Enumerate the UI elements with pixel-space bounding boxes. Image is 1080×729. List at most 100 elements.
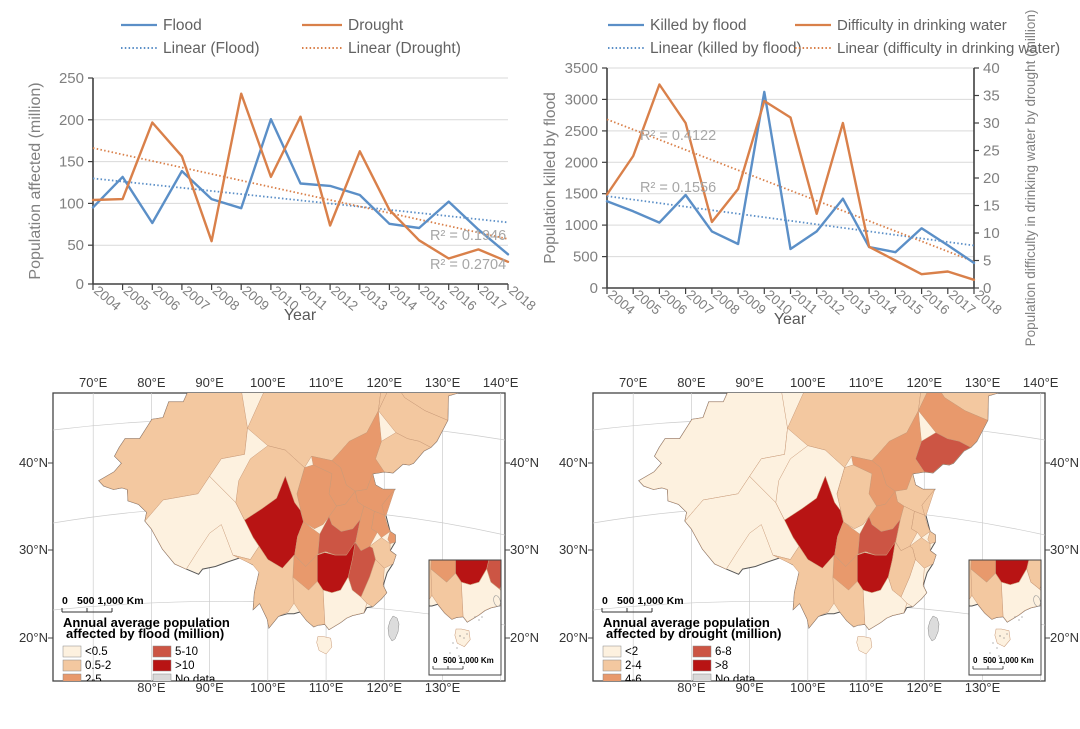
svg-text:250: 250: [59, 70, 84, 87]
svg-text:2004: 2004: [91, 283, 124, 314]
svg-text:30: 30: [983, 115, 1000, 132]
svg-text:130°E: 130°E: [965, 375, 1001, 390]
svg-text:20°N: 20°N: [19, 630, 48, 645]
svg-text:40°N: 40°N: [19, 455, 48, 470]
svg-text:100: 100: [59, 195, 84, 212]
svg-text:<2: <2: [625, 646, 638, 658]
svg-text:35: 35: [983, 88, 1000, 105]
svg-text:500: 500: [573, 249, 598, 266]
svg-text:Flood: Flood: [163, 17, 202, 34]
svg-text:<0.5: <0.5: [85, 646, 108, 658]
svg-text:5: 5: [983, 253, 991, 270]
svg-text:Linear (Flood): Linear (Flood): [163, 40, 260, 57]
svg-text:50: 50: [67, 237, 84, 254]
svg-text:1500: 1500: [565, 186, 598, 203]
svg-text:110°E: 110°E: [849, 680, 884, 695]
svg-text:0: 0: [433, 656, 438, 665]
svg-text:80°E: 80°E: [677, 680, 706, 695]
svg-text:Year: Year: [284, 307, 317, 324]
svg-text:Drought: Drought: [348, 17, 404, 34]
svg-text:2000: 2000: [565, 154, 598, 171]
svg-text:120°E: 120°E: [367, 375, 403, 390]
svg-text:R² = 0.1946: R² = 0.1946: [430, 228, 506, 244]
svg-text:80°E: 80°E: [137, 680, 166, 695]
svg-text:20: 20: [983, 170, 1000, 187]
svg-text:2012: 2012: [328, 283, 361, 314]
svg-text:100°E: 100°E: [790, 375, 826, 390]
svg-text:500 1,000 Km: 500 1,000 Km: [443, 656, 494, 665]
svg-text:affected by drought (million): affected by drought (million): [606, 626, 782, 641]
svg-text:140°E: 140°E: [1023, 375, 1059, 390]
svg-text:affected by flood (million): affected by flood (million): [66, 626, 224, 641]
svg-text:90°E: 90°E: [195, 680, 224, 695]
svg-text:130°E: 130°E: [425, 680, 461, 695]
svg-text:110°E: 110°E: [849, 375, 884, 390]
svg-text:80°E: 80°E: [677, 375, 706, 390]
svg-text:>8: >8: [715, 660, 728, 672]
svg-text:130°E: 130°E: [965, 680, 1001, 695]
svg-text:150: 150: [59, 154, 84, 171]
svg-text:4-6: 4-6: [625, 674, 642, 686]
svg-text:0: 0: [62, 595, 68, 607]
svg-text:70°E: 70°E: [79, 375, 108, 390]
svg-text:3000: 3000: [565, 91, 598, 108]
svg-text:15: 15: [983, 198, 1000, 215]
svg-text:10: 10: [983, 225, 1000, 242]
svg-text:120°E: 120°E: [907, 680, 943, 695]
svg-text:90°E: 90°E: [195, 375, 224, 390]
svg-text:Population difficulty in drink: Population difficulty in drinking water …: [1023, 10, 1038, 347]
svg-text:20°N: 20°N: [559, 630, 588, 645]
svg-text:Year: Year: [774, 311, 807, 328]
svg-text:2018: 2018: [506, 283, 539, 314]
svg-text:2015: 2015: [417, 283, 450, 314]
svg-text:100°E: 100°E: [250, 375, 286, 390]
svg-text:40°N: 40°N: [559, 455, 588, 470]
svg-text:2-5: 2-5: [85, 674, 102, 686]
svg-text:40°N: 40°N: [510, 455, 539, 470]
svg-text:5-10: 5-10: [175, 646, 198, 658]
svg-text:120°E: 120°E: [367, 680, 403, 695]
svg-text:R² = 0.2704: R² = 0.2704: [430, 257, 506, 273]
svg-text:Population killed by flood: Population killed by flood: [542, 92, 559, 263]
svg-text:>10: >10: [175, 660, 195, 672]
svg-text:500 1,000 Km: 500 1,000 Km: [983, 656, 1034, 665]
svg-text:110°E: 110°E: [309, 375, 344, 390]
svg-text:2008: 2008: [210, 283, 243, 314]
svg-text:Difficulty in drinking water: Difficulty in drinking water: [837, 17, 1007, 34]
svg-text:120°E: 120°E: [907, 375, 943, 390]
svg-text:500 1,000 Km: 500 1,000 Km: [77, 595, 144, 607]
svg-text:20°N: 20°N: [510, 630, 539, 645]
svg-text:Population affected (million): Population affected (million): [27, 82, 44, 279]
svg-text:30°N: 30°N: [1050, 542, 1079, 557]
svg-text:2017: 2017: [476, 283, 509, 314]
svg-text:Linear (killed by flood): Linear (killed by flood): [650, 40, 802, 57]
svg-text:0.5-2: 0.5-2: [85, 660, 111, 672]
svg-text:2007: 2007: [180, 283, 213, 314]
svg-text:2016: 2016: [447, 283, 480, 314]
svg-text:3500: 3500: [565, 60, 598, 77]
svg-text:100°E: 100°E: [250, 680, 286, 695]
svg-text:6-8: 6-8: [715, 646, 732, 658]
svg-text:70°E: 70°E: [619, 375, 648, 390]
svg-text:2009: 2009: [239, 283, 272, 314]
svg-text:2500: 2500: [565, 123, 598, 140]
svg-text:2-4: 2-4: [625, 660, 642, 672]
svg-text:80°E: 80°E: [137, 375, 166, 390]
svg-text:25: 25: [983, 143, 1000, 160]
svg-text:100°E: 100°E: [790, 680, 826, 695]
svg-text:0: 0: [76, 276, 84, 293]
svg-text:2018: 2018: [972, 287, 1005, 318]
svg-text:Linear (Drought): Linear (Drought): [348, 40, 461, 57]
svg-text:20°N: 20°N: [1050, 630, 1079, 645]
svg-text:30°N: 30°N: [19, 542, 48, 557]
svg-text:90°E: 90°E: [735, 375, 764, 390]
svg-text:130°E: 130°E: [425, 375, 461, 390]
svg-text:30°N: 30°N: [510, 542, 539, 557]
svg-text:90°E: 90°E: [735, 680, 764, 695]
svg-text:0: 0: [602, 595, 608, 607]
svg-text:40°N: 40°N: [1050, 455, 1079, 470]
svg-text:200: 200: [59, 112, 84, 129]
svg-text:0: 0: [590, 280, 598, 297]
svg-text:Killed by flood: Killed by flood: [650, 17, 747, 34]
svg-text:1000: 1000: [565, 217, 598, 234]
